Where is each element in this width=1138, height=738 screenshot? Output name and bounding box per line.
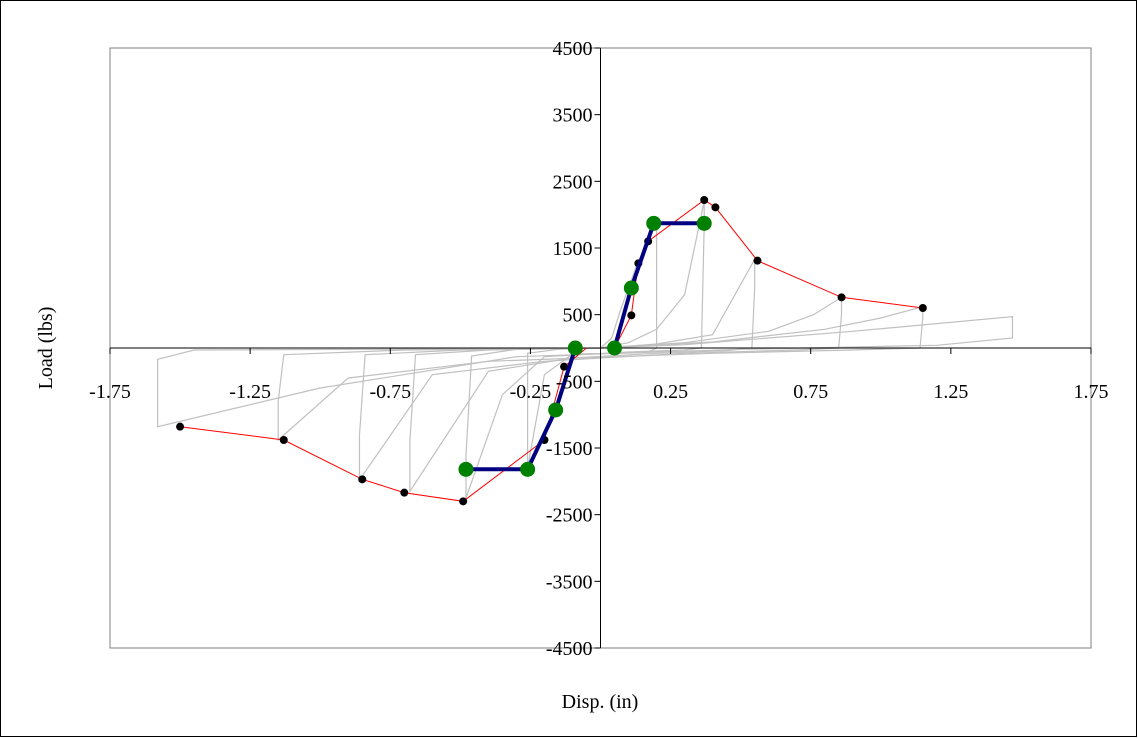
hysteresis-loop-2 — [465, 201, 705, 499]
x-tick-label: 0.25 — [653, 381, 688, 403]
y-tick-label: 2500 — [553, 171, 593, 193]
x-tick-labels: -1.75 -1.25 -0.75 -0.25 0.25 0.75 1.25 1.75 — [89, 381, 1108, 403]
envelope-negative-line — [180, 347, 587, 502]
y-axis-title: Load (lbs) — [35, 307, 57, 390]
hysteresis-loops — [157, 201, 1014, 499]
y-tick-label: 3500 — [553, 105, 593, 127]
envelope-point — [918, 304, 927, 312]
envelope-point — [358, 475, 367, 484]
envelope-point — [627, 311, 636, 320]
bilinear-point — [548, 402, 564, 418]
axes — [109, 47, 1092, 649]
x-tick-label: -0.75 — [369, 381, 411, 403]
y-tick-label: -2500 — [546, 505, 593, 527]
hysteresis-loop-outer — [157, 316, 1014, 428]
bilinear-negative-line — [466, 347, 578, 472]
bilinear-positive-line — [612, 221, 705, 349]
y-tick-label: -1500 — [546, 438, 593, 460]
y-tick-label: -4500 — [546, 638, 593, 660]
x-tick-label: -0.25 — [510, 381, 552, 403]
envelope-point — [753, 256, 762, 265]
x-tick-label: 1.25 — [933, 381, 968, 403]
envelope-point — [279, 436, 288, 444]
x-axis-title: Disp. (in) — [562, 691, 639, 713]
x-tick-label: -1.75 — [89, 381, 131, 403]
y-tick-label: 500 — [563, 305, 593, 327]
envelope-curve — [176, 196, 927, 506]
bilinear-curve — [458, 215, 712, 477]
bilinear-point — [646, 215, 662, 231]
bilinear-point — [567, 340, 583, 356]
bilinear-point — [520, 461, 536, 477]
y-tick-label: 1500 — [553, 238, 593, 260]
envelope-point — [176, 422, 185, 431]
x-tick-label: 1.75 — [1074, 381, 1109, 403]
envelope-point — [560, 362, 569, 371]
envelope-point — [837, 293, 846, 302]
x-tick-label: 0.75 — [793, 381, 828, 403]
y-tick-label: -3500 — [546, 571, 593, 593]
hysteresis-loop-5 — [277, 305, 924, 442]
envelope-point — [459, 497, 468, 506]
x-tick-label: -1.25 — [229, 381, 271, 403]
bilinear-point — [607, 340, 623, 356]
envelope-point — [400, 488, 409, 497]
y-tick-label: -500 — [556, 371, 593, 393]
envelope-point — [711, 203, 720, 212]
y-tick-labels: 4500 3500 2500 1500 500 -500 -1500 -2500 -3500 -4… — [546, 38, 593, 660]
hysteresis-loop-3 — [409, 256, 756, 494]
hysteresis-loop-1 — [526, 223, 658, 469]
bilinear-point — [458, 461, 474, 477]
hysteresis-loop-4 — [358, 296, 843, 482]
envelope-point — [700, 196, 709, 204]
y-tick-label: 4500 — [553, 38, 593, 60]
bilinear-point — [623, 280, 639, 296]
bilinear-point — [696, 215, 712, 231]
